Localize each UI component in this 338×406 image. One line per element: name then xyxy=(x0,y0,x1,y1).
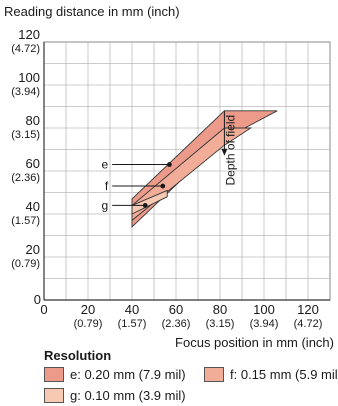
x-tick-sublabel: (0.79) xyxy=(74,318,103,330)
x-tick-label: 100 xyxy=(253,302,275,317)
y-tick-label: 20 xyxy=(26,242,40,257)
legend-item-e: e: 0.20 mm (7.9 mil) xyxy=(44,367,186,382)
x-tick-sublabel: (4.72) xyxy=(294,318,323,330)
x-tick-label: 60 xyxy=(169,302,183,317)
depth-of-field-label: Depth of field xyxy=(223,115,237,186)
x-tick-sublabel: (3.94) xyxy=(250,318,279,330)
y-tick-label: 100 xyxy=(18,70,40,85)
legend-swatch-g xyxy=(44,388,64,403)
legend-item-g: g: 0.10 mm (3.9 mil) xyxy=(44,388,186,403)
legend-label-f: f: 0.15 mm (5.9 mil) xyxy=(230,367,338,382)
y-tick-label: 40 xyxy=(26,199,40,214)
y-tick-sublabel: (1.57) xyxy=(11,215,40,227)
x-tick-label: 80 xyxy=(213,302,227,317)
legend-label-g: g: 0.10 mm (3.9 mil) xyxy=(70,388,186,403)
x-tick-sublabel: (1.57) xyxy=(118,318,147,330)
y-tick-label: 60 xyxy=(26,156,40,171)
legend-label-e: e: 0.20 mm (7.9 mil) xyxy=(70,367,186,382)
y-tick-sublabel: (3.94) xyxy=(11,86,40,98)
legend-swatch-e xyxy=(44,367,64,382)
y-tick-sublabel: (0.79) xyxy=(11,258,40,270)
y-tick-sublabel: (4.72) xyxy=(11,43,40,55)
x-tick-label: 120 xyxy=(297,302,319,317)
marker-label-f: f xyxy=(105,179,109,193)
marker-label-g: g xyxy=(102,198,109,212)
legend-title: Resolution xyxy=(44,348,112,363)
marker-dot-e xyxy=(167,162,172,167)
legend-swatch-f xyxy=(204,367,224,382)
y-tick-label: 80 xyxy=(26,113,40,128)
x-tick-sublabel: (3.15) xyxy=(206,318,235,330)
y-axis-label: Reading distance in mm (inch) xyxy=(4,4,180,19)
y-tick-label: 0 xyxy=(34,292,41,307)
y-tick-label: 120 xyxy=(18,27,40,42)
marker-label-e: e xyxy=(102,158,109,172)
depth-of-field-arrow xyxy=(221,148,228,156)
y-tick-sublabel: (2.36) xyxy=(11,172,40,184)
marker-dot-f xyxy=(160,183,166,189)
x-tick-label: 40 xyxy=(125,302,139,317)
chart-plot: 020(0.79)40(1.57)60(2.36)80(3.15)100(3.9… xyxy=(11,27,331,330)
y-tick-sublabel: (3.15) xyxy=(11,129,40,141)
x-tick-sublabel: (2.36) xyxy=(162,318,191,330)
x-axis-label: Focus position in mm (inch) xyxy=(175,335,334,350)
marker-dot-g xyxy=(142,203,148,208)
x-tick-label: 0 xyxy=(40,302,47,317)
x-tick-label: 20 xyxy=(81,302,95,317)
region-g xyxy=(131,189,168,215)
legend-item-f: f: 0.15 mm (5.9 mil) xyxy=(204,367,338,382)
